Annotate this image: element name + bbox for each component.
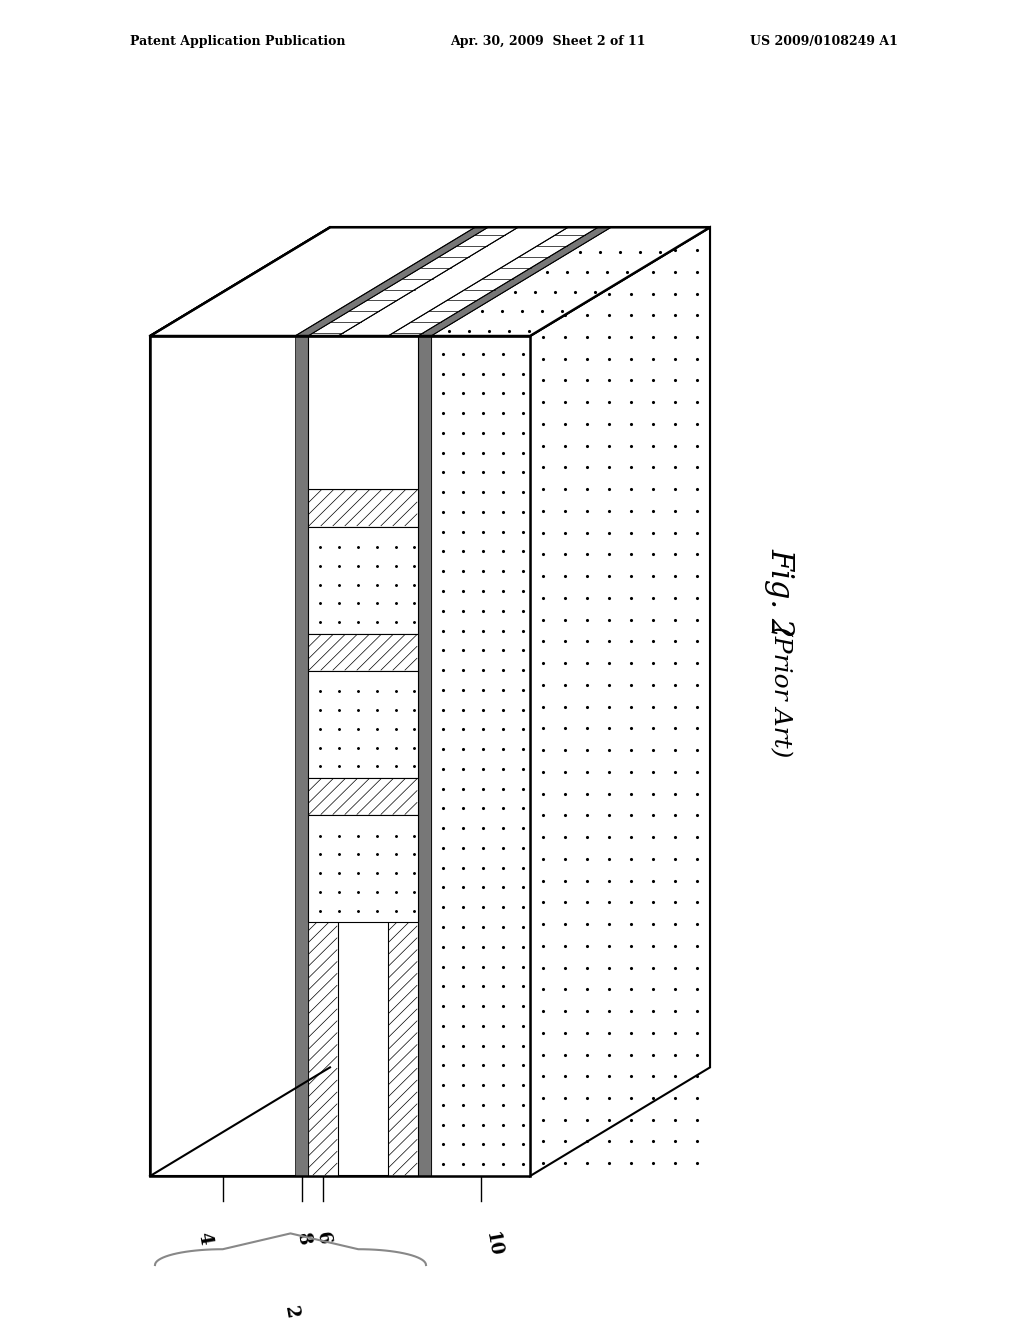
Polygon shape <box>150 227 710 337</box>
Bar <box>308 671 418 777</box>
Text: 4: 4 <box>195 1230 214 1246</box>
Polygon shape <box>431 227 710 337</box>
Bar <box>308 490 418 527</box>
Text: 6: 6 <box>313 1230 333 1246</box>
Bar <box>475 227 488 1068</box>
Polygon shape <box>308 227 518 337</box>
Text: (Prior Art): (Prior Art) <box>768 626 792 758</box>
Bar <box>150 337 530 1176</box>
Polygon shape <box>418 227 611 337</box>
Polygon shape <box>308 227 518 337</box>
Text: Apr. 30, 2009  Sheet 2 of 11: Apr. 30, 2009 Sheet 2 of 11 <box>450 34 645 48</box>
Polygon shape <box>150 227 475 337</box>
Bar <box>330 227 710 1068</box>
Polygon shape <box>295 227 488 337</box>
Bar <box>308 337 338 1176</box>
Bar <box>431 337 530 1176</box>
Bar <box>308 816 418 923</box>
Bar <box>598 227 611 1068</box>
Polygon shape <box>418 227 611 337</box>
Polygon shape <box>338 227 568 337</box>
Text: Fig. 2: Fig. 2 <box>765 548 796 638</box>
Text: 8: 8 <box>294 1230 313 1246</box>
Bar <box>295 337 308 1176</box>
Bar <box>488 227 518 1068</box>
Bar <box>150 337 530 1176</box>
Text: 10: 10 <box>481 1230 504 1258</box>
Bar <box>308 777 418 816</box>
Polygon shape <box>431 227 710 337</box>
Polygon shape <box>530 227 710 1176</box>
Polygon shape <box>295 227 488 337</box>
Bar <box>568 227 598 1068</box>
Text: US 2009/0108249 A1: US 2009/0108249 A1 <box>750 34 898 48</box>
Text: 2: 2 <box>281 1304 300 1320</box>
Polygon shape <box>150 227 710 337</box>
Polygon shape <box>388 227 598 337</box>
Bar <box>308 634 418 671</box>
Text: Patent Application Publication: Patent Application Publication <box>130 34 345 48</box>
Bar <box>388 337 418 1176</box>
Polygon shape <box>388 227 598 337</box>
Bar <box>308 527 418 634</box>
Bar <box>418 337 431 1176</box>
Bar <box>308 337 418 490</box>
